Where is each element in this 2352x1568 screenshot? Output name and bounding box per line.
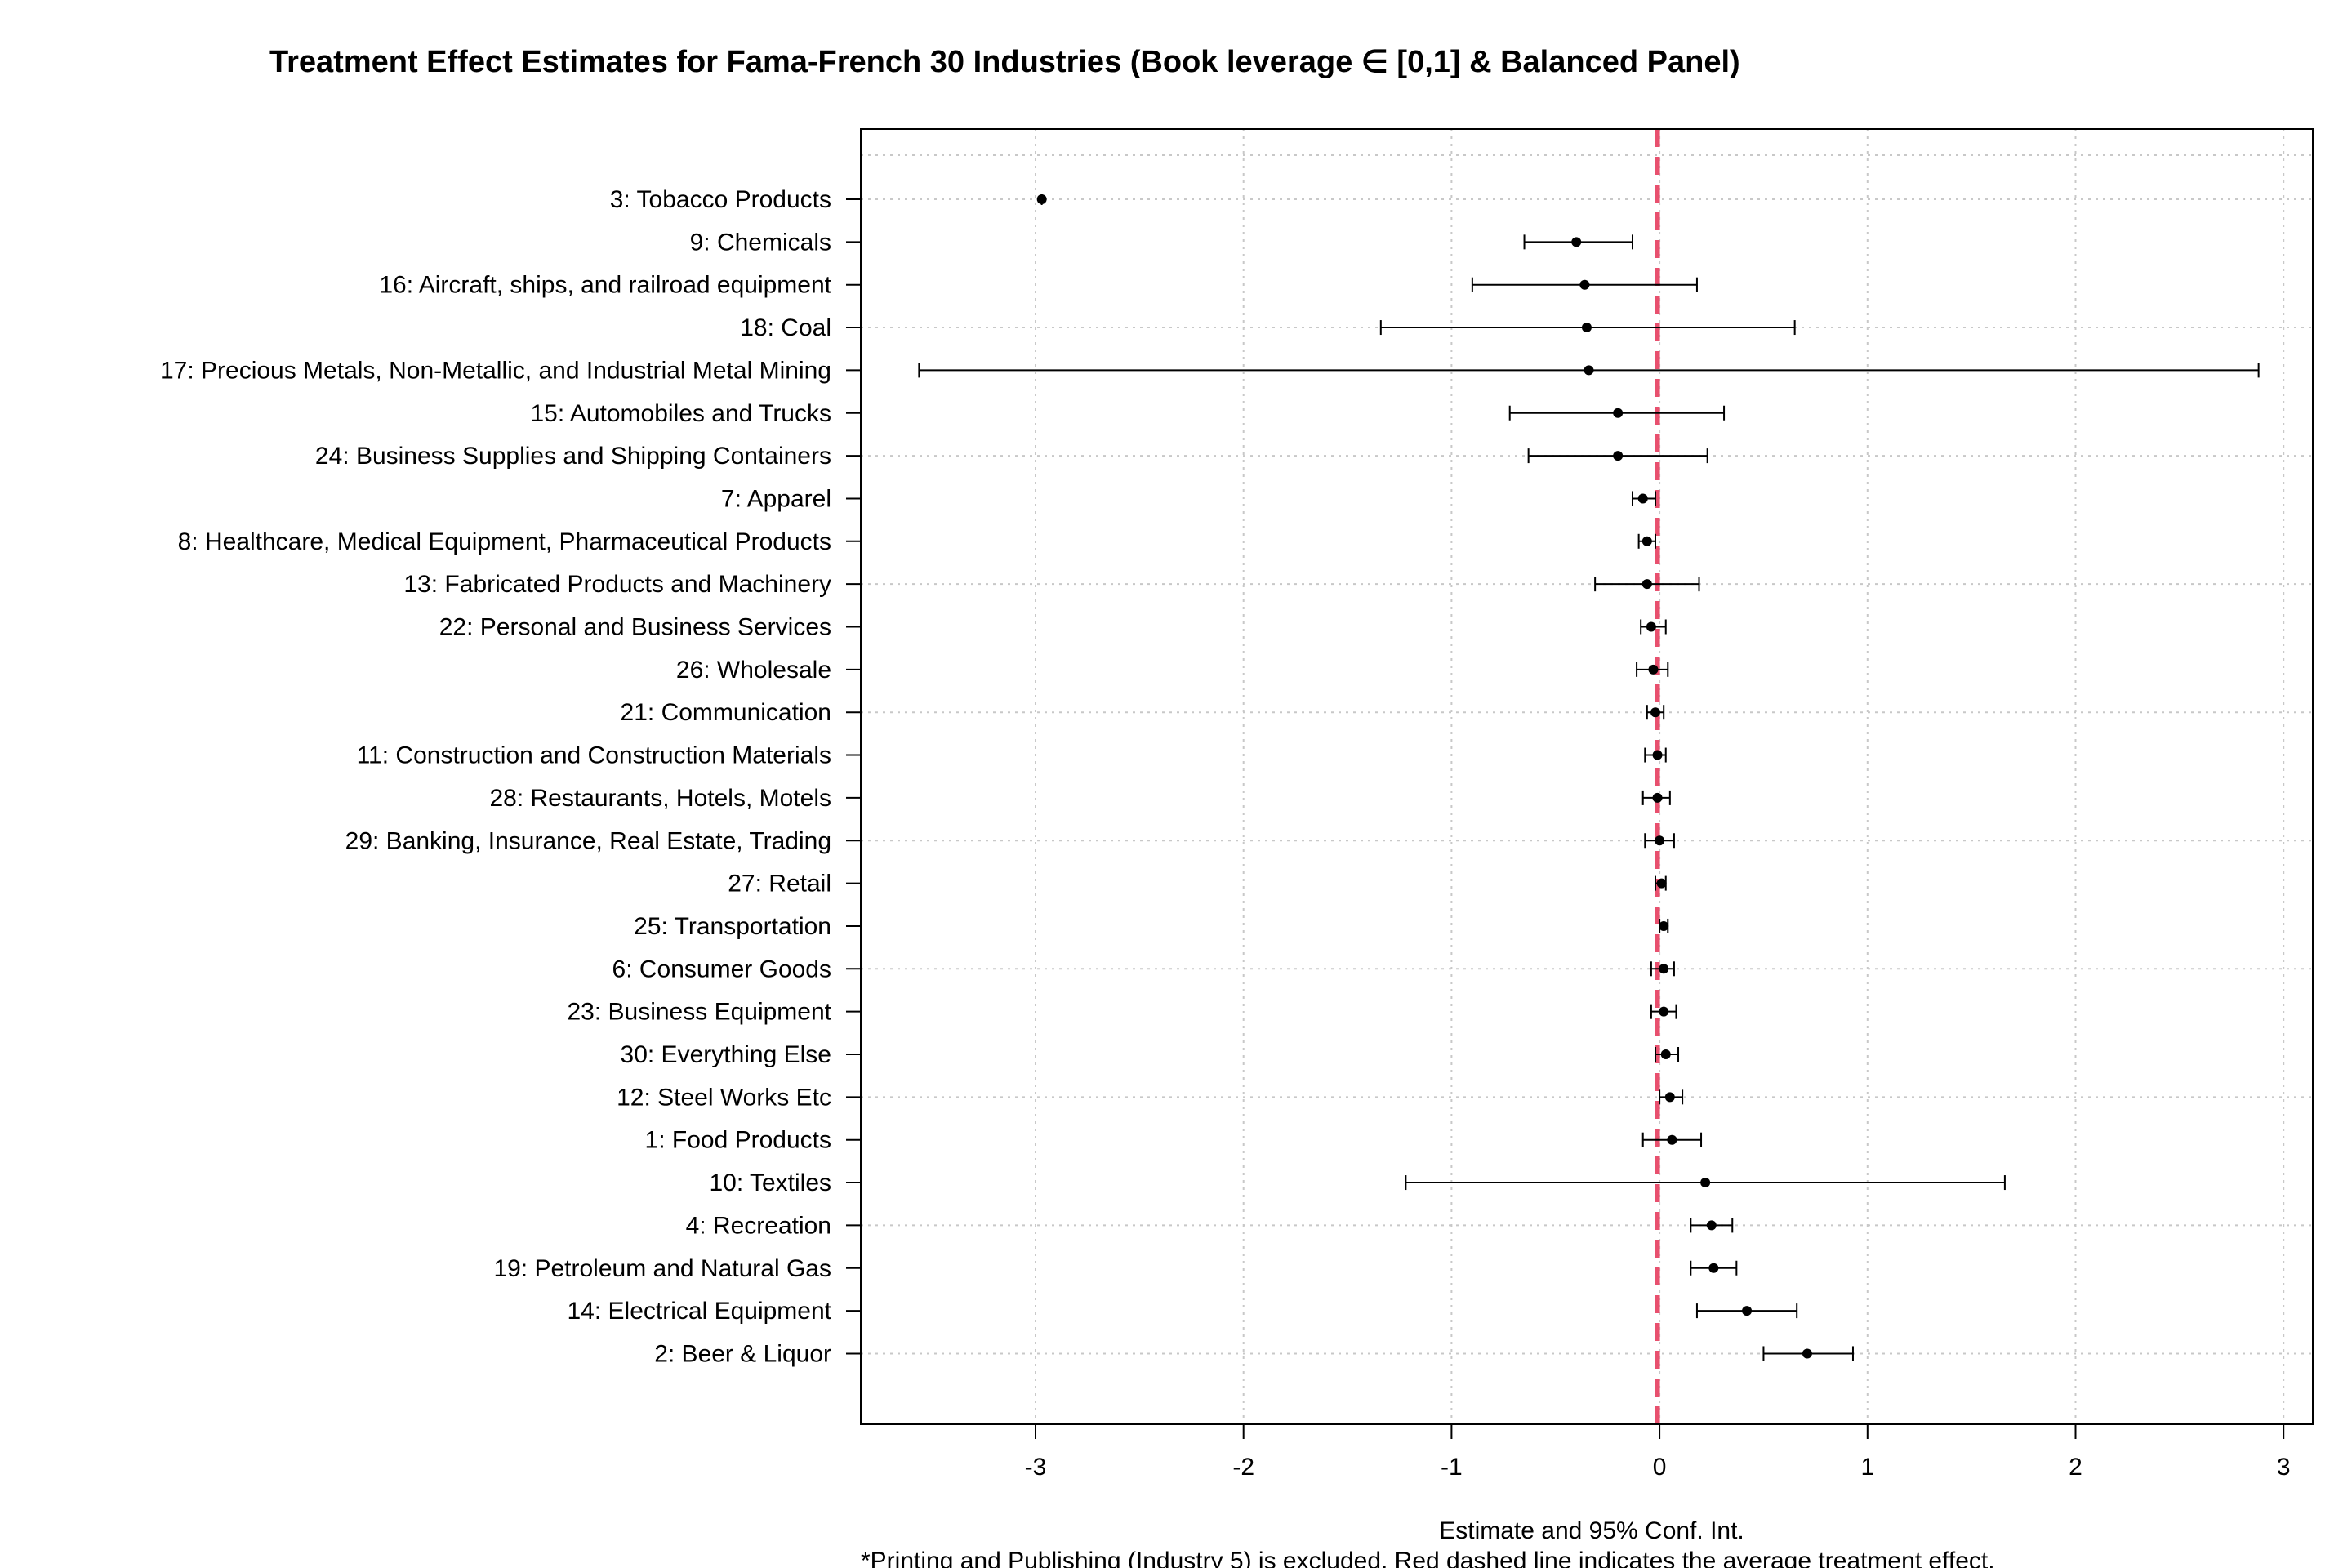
estimate-point-2: [1579, 279, 1590, 290]
chart-title: Treatment Effect Estimates for Fama-Fren…: [270, 45, 1740, 79]
estimate-point-16: [1656, 878, 1667, 889]
y-tick-label-26: 14: Electrical Equipment: [568, 1298, 832, 1325]
y-tick-label-16: 27: Retail: [728, 871, 831, 898]
estimate-point-0: [1036, 194, 1047, 204]
estimate-point-10: [1646, 621, 1656, 632]
estimate-point-21: [1664, 1092, 1675, 1102]
estimate-point-24: [1706, 1220, 1717, 1231]
y-tick-label-6: 24: Business Supplies and Shipping Conta…: [315, 443, 831, 470]
estimate-point-22: [1667, 1134, 1677, 1145]
y-tick-label-12: 21: Communication: [621, 699, 831, 726]
x-tick-label-2: -1: [1441, 1454, 1463, 1481]
y-tick-label-5: 15: Automobiles and Trucks: [530, 400, 831, 427]
y-tick-label-4: 17: Precious Metals, Non-Metallic, and I…: [160, 357, 831, 384]
estimate-point-14: [1652, 792, 1663, 803]
plot-area: [860, 128, 2314, 1425]
estimate-point-4: [1584, 365, 1594, 376]
footnote: *Printing and Publishing (Industry 5) is…: [861, 1548, 1995, 1568]
estimate-point-20: [1660, 1049, 1671, 1059]
y-tick-label-8: 8: Healthcare, Medical Equipment, Pharma…: [178, 528, 831, 555]
estimate-point-23: [1700, 1178, 1711, 1188]
y-axis: 3: Tobacco Products 9: Chemicals 16: Aircr…: [160, 186, 861, 1367]
estimate-point-13: [1652, 750, 1663, 760]
estimate-point-3: [1581, 323, 1592, 333]
y-tick-label-9: 13: Fabricated Products and Machinery: [403, 571, 831, 598]
y-tick-label-11: 26: Wholesale: [676, 657, 831, 684]
y-tick-label-3: 18: Coal: [740, 314, 831, 341]
x-tick-label-4: 1: [1860, 1454, 1874, 1481]
estimate-point-5: [1613, 408, 1624, 418]
estimate-point-17: [1659, 920, 1669, 931]
y-tick-label-7: 7: Apparel: [721, 485, 831, 512]
estimate-point-19: [1659, 1006, 1669, 1017]
estimate-point-27: [1802, 1348, 1812, 1359]
y-tick-label-22: 1: Food Products: [645, 1127, 831, 1154]
estimate-point-15: [1655, 835, 1665, 846]
y-tick-label-24: 4: Recreation: [686, 1212, 831, 1239]
y-tick-label-2: 16: Aircraft, ships, and railroad equipm…: [379, 272, 831, 299]
y-tick-label-18: 6: Consumer Goods: [612, 956, 831, 982]
x-axis: -3 -2 -1 0 1 2 3: [1025, 1424, 2291, 1481]
x-tick-label-0: -3: [1025, 1454, 1047, 1481]
estimate-point-9: [1642, 579, 1652, 590]
estimate-point-6: [1613, 451, 1624, 461]
y-tick-label-23: 10: Textiles: [709, 1169, 831, 1196]
y-tick-label-20: 30: Everything Else: [621, 1041, 831, 1068]
y-tick-label-17: 25: Transportation: [634, 913, 831, 940]
y-tick-label-25: 19: Petroleum and Natural Gas: [493, 1255, 831, 1282]
y-tick-label-19: 23: Business Equipment: [567, 999, 831, 1026]
x-tick-label-6: 3: [2277, 1454, 2291, 1481]
estimate-point-12: [1650, 707, 1661, 718]
estimate-point-18: [1659, 964, 1669, 974]
estimate-point-7: [1637, 493, 1648, 504]
x-tick-label-5: 2: [2069, 1454, 2082, 1481]
x-axis-label: Estimate and 95% Conf. Int.: [1439, 1517, 1744, 1544]
x-tick-label-1: -2: [1232, 1454, 1254, 1481]
estimate-point-8: [1642, 536, 1652, 546]
x-tick-label-3: 0: [1653, 1454, 1667, 1481]
y-tick-label-0: 3: Tobacco Products: [610, 186, 831, 213]
estimate-point-1: [1571, 237, 1582, 247]
y-tick-label-13: 11: Construction and Construction Materi…: [357, 742, 831, 769]
y-tick-label-10: 22: Personal and Business Services: [439, 614, 831, 641]
y-tick-label-27: 2: Beer & Liquor: [654, 1340, 831, 1367]
estimate-points: [1036, 194, 1812, 1359]
estimate-point-26: [1742, 1306, 1753, 1316]
estimate-point-11: [1648, 664, 1659, 675]
y-tick-label-15: 29: Banking, Insurance, Real Estate, Tra…: [345, 827, 831, 854]
y-tick-label-14: 28: Restaurants, Hotels, Motels: [489, 785, 831, 812]
y-tick-label-21: 12: Steel Works Etc: [617, 1084, 831, 1111]
estimate-point-25: [1708, 1263, 1719, 1273]
y-tick-label-1: 9: Chemicals: [690, 229, 831, 256]
